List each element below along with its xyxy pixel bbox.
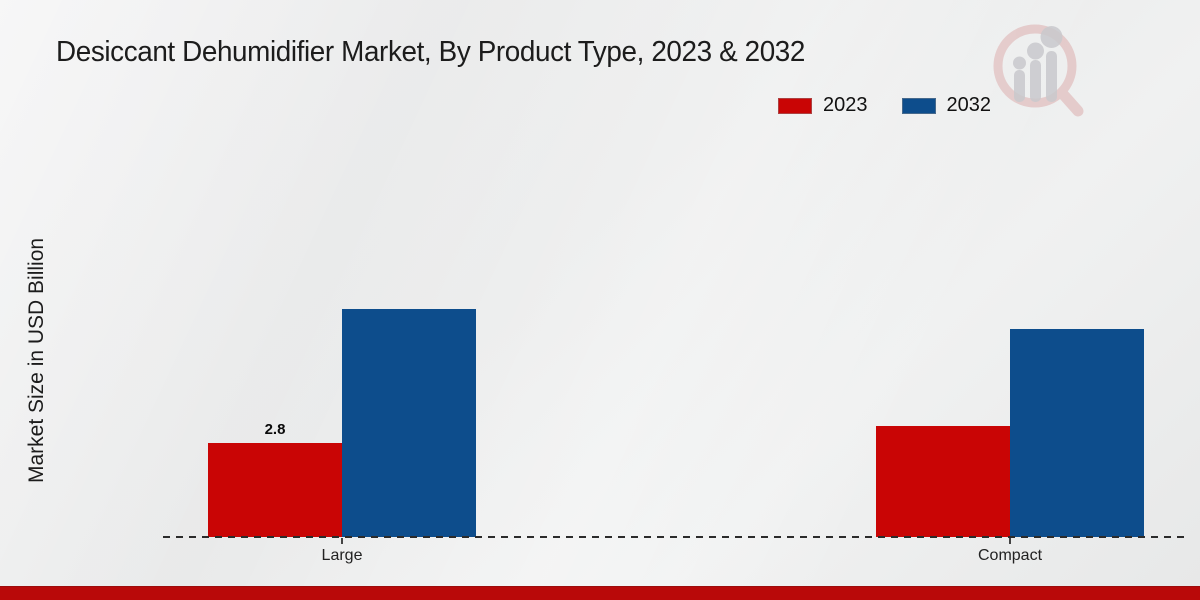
x-tick-compact (1009, 538, 1011, 544)
bar-large-2023 (208, 443, 342, 537)
bar-value-label: 2.8 (264, 421, 286, 438)
chart-title: Desiccant Dehumidifier Market, By Produc… (56, 36, 806, 68)
legend-item-2032: 2032 (901, 94, 992, 117)
legend-swatch-2032-icon (901, 97, 936, 114)
bar-large-2032 (342, 309, 476, 537)
x-axis-baseline (163, 536, 1188, 538)
bottom-ribbon (0, 586, 1200, 600)
legend: 2023 2032 (778, 94, 991, 117)
legend-item-2023: 2023 (778, 94, 868, 117)
x-category-label-large: Large (321, 547, 363, 564)
bar-compact-2032 (1010, 329, 1144, 537)
x-tick-large (341, 538, 343, 544)
legend-label-2023: 2023 (823, 94, 868, 116)
mrfr-logo-watermark-icon (993, 24, 1084, 117)
x-category-label-compact: Compact (977, 547, 1043, 564)
legend-label-2032: 2032 (946, 94, 992, 116)
legend-swatch-2023-icon (778, 97, 812, 114)
bar-compact-2023 (876, 426, 1010, 537)
